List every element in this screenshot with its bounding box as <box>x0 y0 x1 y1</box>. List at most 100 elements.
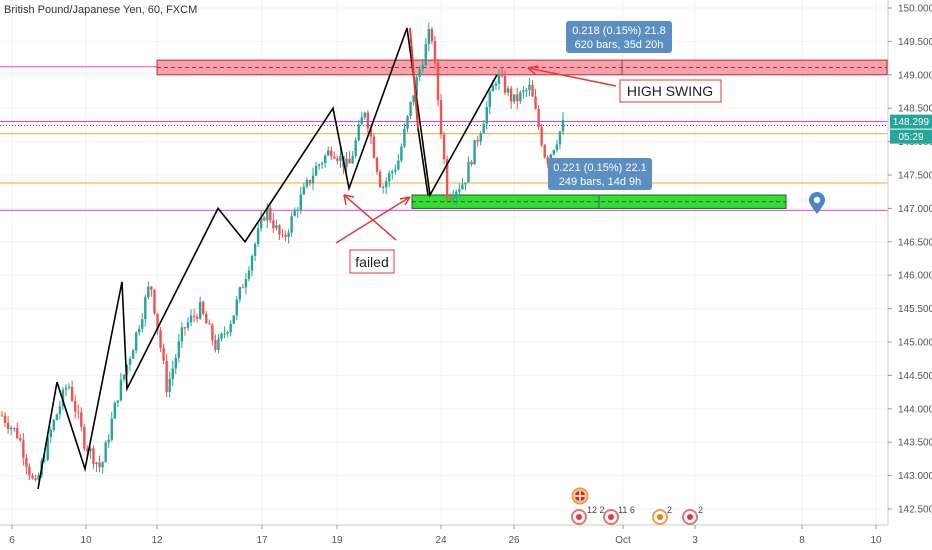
candle-body <box>205 313 208 324</box>
candle-body <box>339 156 342 161</box>
price-tick-label: 145.500 <box>898 304 932 315</box>
candle-body <box>445 159 449 198</box>
event-group-1[interactable]: 12 2 <box>571 505 605 525</box>
candle-body <box>232 315 235 324</box>
price-tick-label: 144.000 <box>898 404 932 415</box>
candle-body <box>275 225 278 229</box>
location-pin-icon[interactable] <box>809 192 825 214</box>
candle-body <box>122 374 126 380</box>
annotation-arrows[interactable] <box>335 65 617 244</box>
candle-body <box>192 315 196 317</box>
candle-body <box>296 210 299 212</box>
price-tick-label: 144.500 <box>898 371 932 382</box>
candle-body <box>442 134 446 160</box>
candle-body <box>67 386 71 388</box>
candle-body <box>189 315 193 323</box>
event-group-3-count: 2 <box>667 505 672 515</box>
candle-body <box>476 140 479 142</box>
candle-body <box>22 440 25 458</box>
zones[interactable] <box>156 59 888 209</box>
measure-box-2-line1: 0.221 (0.15%) 22.1 <box>553 162 647 174</box>
events[interactable]: 12 2 11 6 2 2 <box>571 487 703 525</box>
event-group-2[interactable]: 11 6 <box>603 505 635 525</box>
candle-body <box>107 439 110 443</box>
failed-label[interactable]: failed <box>349 249 395 274</box>
candle-body <box>214 340 217 350</box>
high-swing-arrow[interactable] <box>527 67 617 87</box>
candle-body <box>561 119 565 132</box>
measure-box-1-line1: 0.218 (0.15%) 21.8 <box>572 25 666 37</box>
time-tick-label: 12 <box>151 535 163 546</box>
candle-body <box>531 84 534 97</box>
candle-body <box>19 437 22 441</box>
zigzag-path[interactable] <box>37 27 498 490</box>
candle-body <box>552 150 556 155</box>
candle-body <box>25 457 28 467</box>
candle-body <box>95 462 98 464</box>
current-price-tag: 148.299 <box>890 114 932 129</box>
high-swing-label[interactable]: HIGH SWING <box>619 79 722 103</box>
measure-box-1[interactable]: 0.218 (0.15%) 21.8 620 bars, 35d 20h <box>566 21 672 53</box>
candle-body <box>503 76 507 93</box>
candle-body <box>28 466 31 476</box>
event-group-2-count: 11 6 <box>618 505 635 515</box>
time-tick-label: 3 <box>692 535 698 546</box>
measure-box-2[interactable]: 0.221 (0.15%) 22.1 249 bars, 14d 9h <box>548 158 652 190</box>
event-group-4[interactable]: 2 <box>682 505 703 525</box>
candle-body <box>208 323 211 325</box>
candle-body <box>281 234 284 236</box>
candle-body <box>101 462 104 468</box>
candle-body <box>244 278 248 288</box>
candle-body <box>333 156 336 159</box>
candle-body <box>70 386 74 401</box>
price-tick-label: 147.500 <box>898 171 932 182</box>
candle-body <box>409 101 412 116</box>
candle-body <box>345 158 348 168</box>
time-tick-label: 24 <box>435 535 447 546</box>
candle-body <box>278 225 281 235</box>
failed-arrow-left[interactable] <box>343 194 397 241</box>
candle-body <box>311 175 315 184</box>
candle-body <box>458 189 461 192</box>
event-flag-uk[interactable] <box>571 487 589 505</box>
candle-body <box>558 131 562 145</box>
candle-body <box>513 94 516 102</box>
candle-body <box>430 29 434 42</box>
candle-body <box>12 427 16 429</box>
candle-body <box>384 181 388 188</box>
candle-body <box>509 88 513 102</box>
candle-body <box>421 65 424 70</box>
candle-body <box>381 187 385 189</box>
candle-body <box>284 235 287 237</box>
candle-body <box>348 158 351 164</box>
price-tick-label: 146.000 <box>898 271 932 282</box>
zigzag-lines[interactable] <box>37 27 498 490</box>
candle-body <box>138 328 141 333</box>
candle-body <box>394 169 397 172</box>
price-tick-label: 145.000 <box>898 338 932 349</box>
candle-body <box>494 83 498 86</box>
candle-body <box>92 448 95 464</box>
candle-body <box>516 94 519 102</box>
time-tick-label: 10 <box>80 535 92 546</box>
candle-body <box>253 243 257 256</box>
swing-high-red-line <box>409 27 419 129</box>
candle-body <box>202 301 205 314</box>
candle-body <box>34 478 37 480</box>
candle-body <box>525 90 528 92</box>
high-swing-arrowhead <box>527 65 539 75</box>
candle-body <box>150 286 153 290</box>
candle-body <box>543 145 546 158</box>
candle-body <box>546 157 549 164</box>
candle-body <box>400 146 403 161</box>
candle-body <box>522 90 525 93</box>
candle-body <box>128 358 132 365</box>
candle-body <box>165 360 168 393</box>
failed-text: failed <box>355 254 388 270</box>
candle-body <box>424 44 427 66</box>
time-tick-label: 6 <box>9 535 15 546</box>
event-group-3[interactable]: 2 <box>652 505 672 525</box>
time-axis[interactable]: 6 10 12 17 19 24 26 Oct 3 8 10 <box>9 525 882 546</box>
